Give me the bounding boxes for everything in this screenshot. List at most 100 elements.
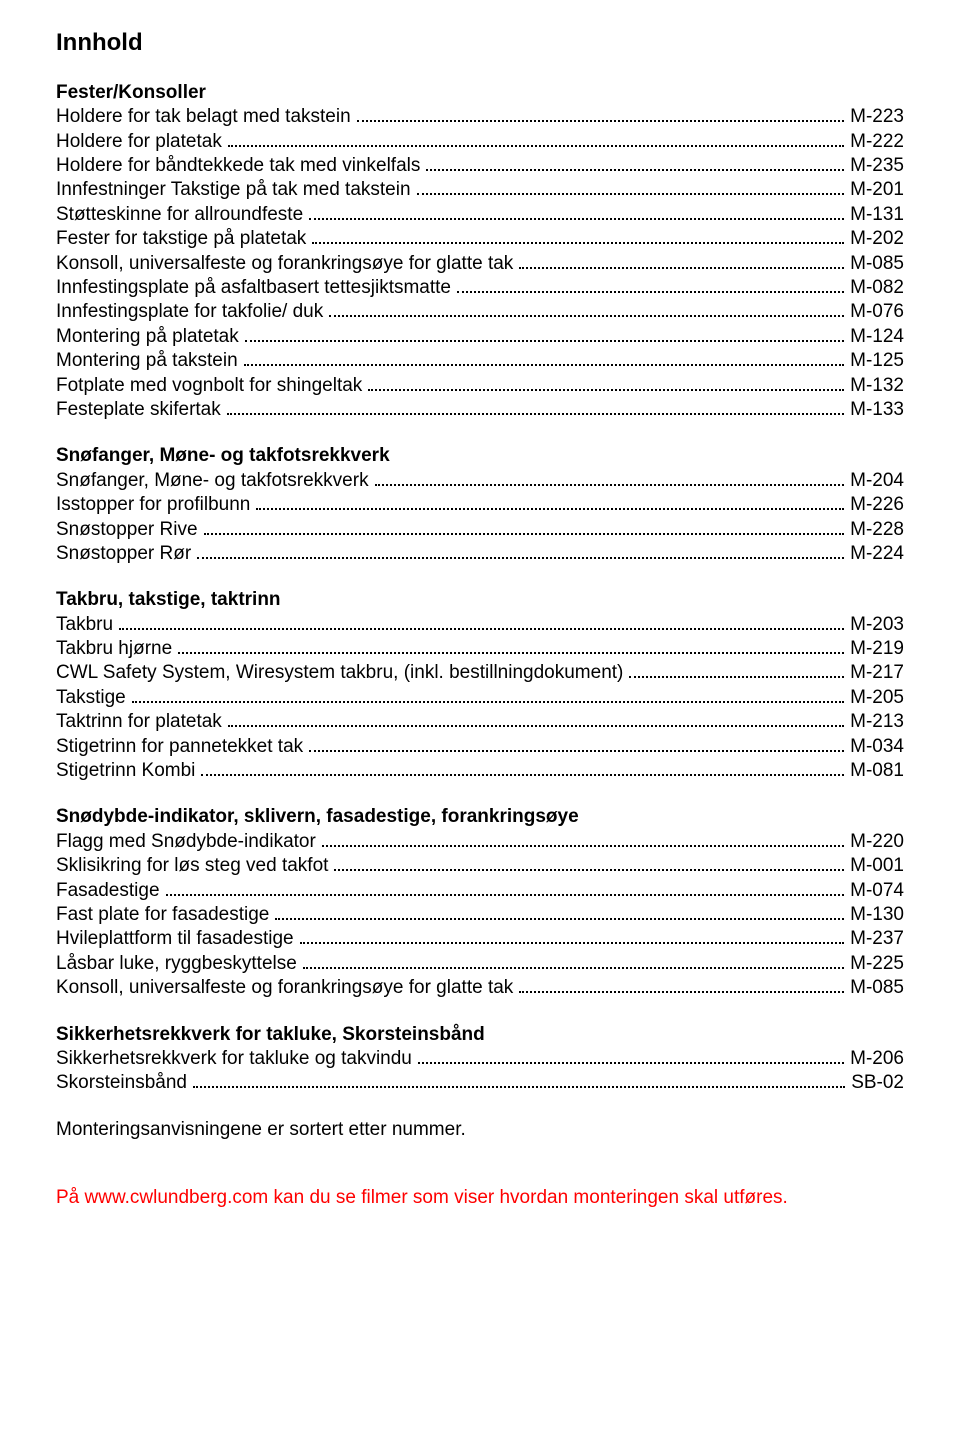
- toc-code: M-237: [850, 927, 904, 951]
- toc-code: M-131: [850, 203, 904, 227]
- toc-code: M-082: [850, 276, 904, 300]
- toc-row: Montering på takstein M-125: [56, 349, 904, 373]
- toc-label: Skorsteinsbånd: [56, 1071, 187, 1095]
- toc-label: Montering på takstein: [56, 349, 238, 373]
- toc-code: M-219: [850, 637, 904, 661]
- toc-row: Taktrinn for platetakM-213: [56, 710, 904, 734]
- toc-leader-dots: [228, 710, 844, 727]
- toc-row: Konsoll, universalfeste og forankringsøy…: [56, 251, 904, 275]
- toc-code: M-133: [850, 398, 904, 422]
- toc-label: Innfestingsplate for takfolie/ duk: [56, 300, 323, 324]
- toc-leader-dots: [329, 300, 844, 317]
- toc-row: Sikkerhetsrekkverk for takluke og takvin…: [56, 1047, 904, 1071]
- toc-code: M-204: [850, 469, 904, 493]
- toc-row: Fester for takstige på platetakM-202: [56, 227, 904, 251]
- toc-leader-dots: [193, 1071, 845, 1088]
- toc-label: Fast plate for fasadestige: [56, 903, 269, 927]
- toc-label: Fasadestige: [56, 879, 160, 903]
- toc-leader-dots: [312, 227, 844, 244]
- toc-leader-dots: [418, 1047, 844, 1064]
- toc-code: M-125: [850, 349, 904, 373]
- toc-label: Låsbar luke, ryggbeskyttelse: [56, 952, 297, 976]
- page-title: Innhold: [56, 28, 904, 59]
- toc-row: Støtteskinne for allroundfesteM-131: [56, 203, 904, 227]
- toc-leader-dots: [300, 927, 845, 944]
- toc-label: Takbru: [56, 613, 113, 637]
- toc-row: CWL Safety System, Wiresystem takbru, (i…: [56, 661, 904, 685]
- toc-leader-dots: [178, 637, 844, 654]
- footer-text: På www.cwlundberg.com kan du se filmer s…: [56, 1186, 904, 1210]
- toc-leader-dots: [357, 105, 844, 122]
- toc-code: M-228: [850, 518, 904, 542]
- toc-code: M-201: [850, 178, 904, 202]
- toc-label: Takbru hjørne: [56, 637, 172, 661]
- toc-row: Skorsteinsbånd SB-02: [56, 1071, 904, 1095]
- toc-leader-dots: [132, 686, 844, 703]
- toc-row: Montering på platetakM-124: [56, 325, 904, 349]
- toc-code: M-001: [850, 854, 904, 878]
- toc-label: Snøstopper Rive: [56, 518, 198, 542]
- toc-leader-dots: [244, 349, 844, 366]
- toc-sections: Fester/KonsollerHoldere for tak belagt m…: [56, 81, 904, 1096]
- toc-label: Festeplate skifertak: [56, 398, 221, 422]
- toc-label: Innfestninger Takstige på tak med takste…: [56, 178, 411, 202]
- toc-row: Holdere for båndtekkede tak med vinkelfa…: [56, 154, 904, 178]
- toc-label: Snøfanger, Møne- og takfotsrekkverk: [56, 469, 369, 493]
- toc-label: Fotplate med vognbolt for shingeltak: [56, 374, 362, 398]
- toc-row: Flagg med Snødybde-indikatorM-220: [56, 830, 904, 854]
- section-heading: Snøfanger, Møne- og takfotsrekkverk: [56, 444, 904, 468]
- toc-label: Snøstopper Rør: [56, 542, 191, 566]
- toc-leader-dots: [426, 154, 844, 171]
- toc-row: Låsbar luke, ryggbeskyttelse M-225: [56, 952, 904, 976]
- toc-row: Stigetrinn KombiM-081: [56, 759, 904, 783]
- toc-section: Fester/KonsollerHoldere for tak belagt m…: [56, 81, 904, 423]
- toc-row: Snøstopper RørM-224: [56, 542, 904, 566]
- section-heading: Takbru, takstige, taktrinn: [56, 588, 904, 612]
- toc-row: Innfestingsplate på asfaltbasert tettesj…: [56, 276, 904, 300]
- toc-row: Holdere for platetakM-222: [56, 129, 904, 153]
- toc-leader-dots: [322, 830, 844, 847]
- toc-leader-dots: [334, 854, 844, 871]
- toc-row: Isstopper for profilbunnM-226: [56, 493, 904, 517]
- toc-row: Stigetrinn for pannetekket takM-034: [56, 735, 904, 759]
- toc-code: M-085: [850, 252, 904, 276]
- toc-row: Festeplate skifertak M-133: [56, 398, 904, 422]
- toc-section: Takbru, takstige, taktrinnTakbruM-203Tak…: [56, 588, 904, 783]
- toc-label: Takstige: [56, 686, 126, 710]
- toc-code: M-223: [850, 105, 904, 129]
- toc-code: M-034: [850, 735, 904, 759]
- toc-leader-dots: [375, 469, 845, 486]
- toc-row: Hvileplattform til fasadestigeM-237: [56, 927, 904, 951]
- toc-row: Takbru M-203: [56, 613, 904, 637]
- toc-label: Taktrinn for platetak: [56, 710, 222, 734]
- toc-row: Innfestninger Takstige på tak med takste…: [56, 178, 904, 202]
- toc-code: M-222: [850, 130, 904, 154]
- toc-label: Innfestingsplate på asfaltbasert tettesj…: [56, 276, 451, 300]
- toc-row: Sklisikring for løs steg ved takfot M-001: [56, 854, 904, 878]
- toc-code: M-203: [850, 613, 904, 637]
- toc-leader-dots: [201, 759, 844, 776]
- toc-label: Sklisikring for løs steg ved takfot: [56, 854, 328, 878]
- section-heading: Sikkerhetsrekkverk for takluke, Skorstei…: [56, 1023, 904, 1047]
- toc-leader-dots: [245, 325, 844, 342]
- toc-code: M-235: [850, 154, 904, 178]
- toc-label: Holdere for tak belagt med takstein: [56, 105, 351, 129]
- toc-section: Snøfanger, Møne- og takfotsrekkverkSnøfa…: [56, 444, 904, 566]
- toc-leader-dots: [227, 398, 844, 415]
- toc-code: M-081: [850, 759, 904, 783]
- toc-label: Konsoll, universalfeste og forankringsøy…: [56, 976, 513, 1000]
- toc-leader-dots: [629, 661, 844, 678]
- toc-row: Holdere for tak belagt med takstein M-223: [56, 105, 904, 129]
- toc-code: M-225: [850, 952, 904, 976]
- toc-label: Isstopper for profilbunn: [56, 493, 250, 517]
- toc-leader-dots: [256, 493, 844, 510]
- toc-label: CWL Safety System, Wiresystem takbru, (i…: [56, 661, 623, 685]
- section-heading: Snødybde-indikator, sklivern, fasadestig…: [56, 805, 904, 829]
- toc-label: Montering på platetak: [56, 325, 239, 349]
- toc-leader-dots: [228, 129, 844, 146]
- toc-row: Innfestingsplate for takfolie/ dukM-076: [56, 300, 904, 324]
- toc-label: Holdere for båndtekkede tak med vinkelfa…: [56, 154, 420, 178]
- toc-code: SB-02: [851, 1071, 904, 1095]
- toc-code: M-217: [850, 661, 904, 685]
- toc-row: Snøstopper Rive M-228: [56, 517, 904, 541]
